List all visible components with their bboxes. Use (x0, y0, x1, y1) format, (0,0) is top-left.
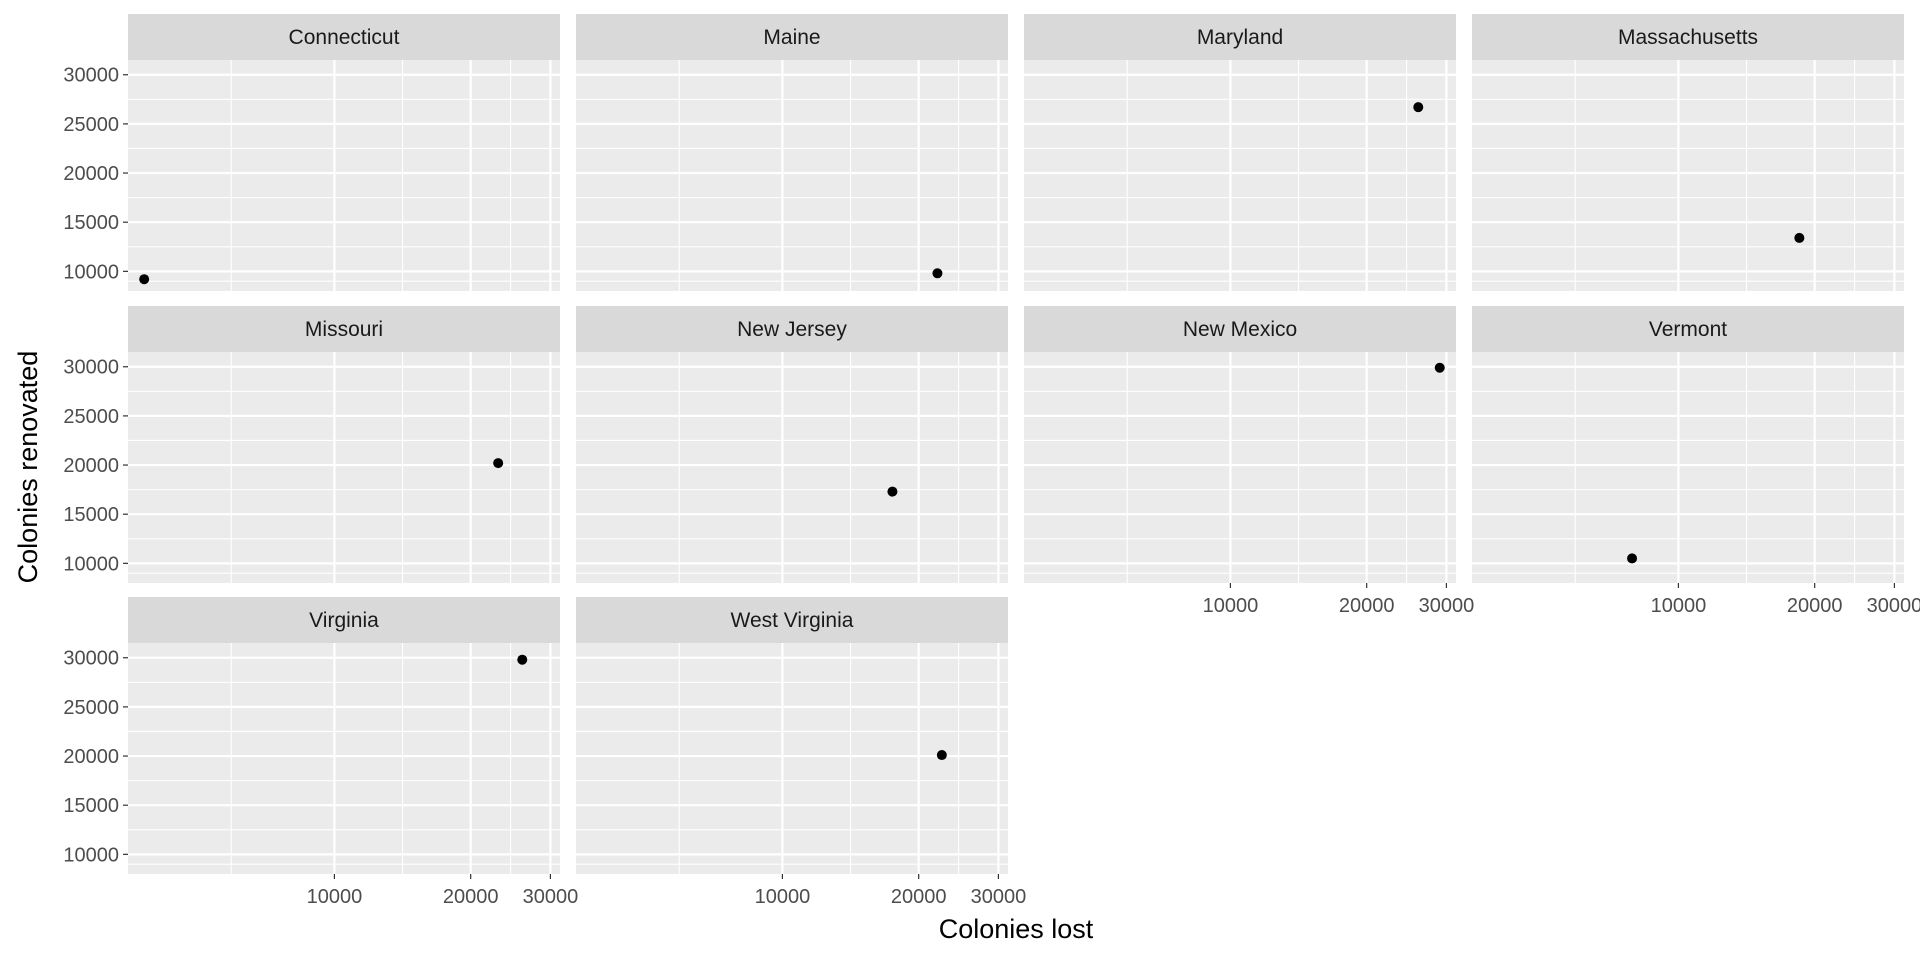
y-tick-label: 10000 (63, 261, 119, 283)
facet-label: Vermont (1649, 318, 1727, 341)
data-point (1434, 362, 1445, 373)
x-tick-label: 20000 (891, 886, 947, 908)
data-point (932, 268, 943, 279)
panel-background (576, 60, 1008, 291)
panel-background (1024, 352, 1456, 583)
y-tick-label: 25000 (63, 406, 119, 428)
x-axis-title: Colonies lost (939, 914, 1094, 944)
x-tick-label: 10000 (1651, 595, 1707, 617)
x-tick-label: 10000 (1203, 595, 1259, 617)
facet-label: New Jersey (737, 318, 847, 341)
y-tick-label: 10000 (63, 844, 119, 866)
y-tick-label: 30000 (63, 357, 119, 379)
y-tick-label: 30000 (63, 648, 119, 670)
facet-label: Connecticut (289, 26, 400, 49)
facet-label: Massachusetts (1618, 26, 1758, 49)
facet-panel: Maine (576, 14, 1008, 291)
facet-strip (128, 597, 560, 643)
facet-panel: New Jersey (576, 306, 1008, 583)
x-tick-label: 10000 (307, 886, 363, 908)
facet-strip (128, 306, 560, 352)
y-tick-label: 15000 (63, 504, 119, 526)
y-tick-label: 25000 (63, 114, 119, 136)
data-point (936, 750, 947, 761)
data-point (139, 274, 150, 285)
y-tick-label: 30000 (63, 65, 119, 87)
x-tick-label: 30000 (523, 886, 579, 908)
facet-label: Maryland (1197, 26, 1283, 49)
y-tick-label: 20000 (63, 746, 119, 768)
panel-background (576, 643, 1008, 874)
y-tick-label: 20000 (63, 455, 119, 477)
facet-strip (1472, 14, 1904, 60)
facet-label: Maine (763, 26, 820, 49)
panel-background (1472, 352, 1904, 583)
facet-panel: Virginia (128, 597, 560, 874)
panel-background (1024, 60, 1456, 291)
facet-strip (576, 597, 1008, 643)
facet-strip (1472, 306, 1904, 352)
facet-panel: Vermont (1472, 306, 1904, 583)
facet-panel: West Virginia (576, 597, 1008, 874)
data-point (887, 486, 898, 497)
y-axis-title: Colonies renovated (13, 351, 43, 584)
facet-label: New Mexico (1183, 318, 1297, 341)
panel-background (128, 643, 560, 874)
facet-panel: New Mexico (1024, 306, 1456, 583)
y-tick-label: 15000 (63, 795, 119, 817)
data-point (1627, 553, 1638, 564)
data-point (493, 458, 504, 469)
facet-label: West Virginia (731, 609, 854, 632)
panel-background (1472, 60, 1904, 291)
facet-strip (128, 14, 560, 60)
x-tick-label: 20000 (443, 886, 499, 908)
panel-background (128, 352, 560, 583)
y-tick-label: 25000 (63, 697, 119, 719)
y-tick-label: 20000 (63, 163, 119, 185)
data-point (1413, 102, 1424, 113)
facet-label: Virginia (309, 609, 379, 632)
y-tick-label: 10000 (63, 553, 119, 575)
facet-panel: Connecticut (128, 14, 560, 291)
x-tick-label: 20000 (1787, 595, 1843, 617)
facet-panel: Missouri (128, 306, 560, 583)
facet-panel: Maryland (1024, 14, 1456, 291)
data-point (517, 654, 528, 665)
panel-background (576, 352, 1008, 583)
data-point (1794, 232, 1805, 243)
x-tick-label: 30000 (1867, 595, 1920, 617)
facet-panel: Massachusetts (1472, 14, 1904, 291)
x-tick-label: 20000 (1339, 595, 1395, 617)
facet-strip (1024, 306, 1456, 352)
panel-background (128, 60, 560, 291)
x-tick-label: 10000 (755, 886, 811, 908)
x-tick-label: 30000 (1419, 595, 1475, 617)
facet-strip (1024, 14, 1456, 60)
x-tick-label: 30000 (971, 886, 1027, 908)
y-tick-label: 15000 (63, 212, 119, 234)
facet-strip (576, 306, 1008, 352)
facet-strip (576, 14, 1008, 60)
facet-label: Missouri (305, 318, 383, 341)
